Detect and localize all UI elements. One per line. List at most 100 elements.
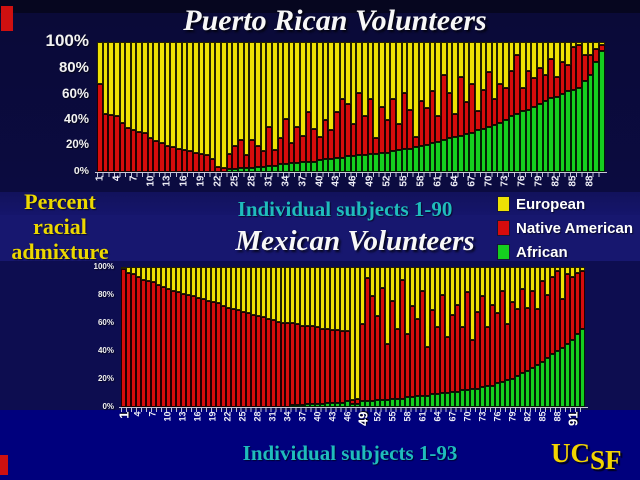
stacked-bar (205, 267, 211, 407)
legend: European Native American African (497, 192, 633, 264)
bar-segment (469, 83, 475, 133)
top-chart-plot (97, 42, 605, 172)
bar-segment (463, 101, 470, 135)
bar-segment (380, 267, 386, 288)
bar-segment (283, 42, 289, 119)
stacked-bar (570, 42, 577, 172)
stacked-bar (108, 42, 114, 172)
stacked-bar (384, 42, 391, 172)
bar-segment (390, 300, 396, 399)
x-tick-label: 76 (492, 411, 503, 422)
bar-segment (277, 42, 284, 139)
bar-segment (401, 42, 408, 93)
stacked-bar (531, 42, 537, 172)
bar-segment (424, 144, 430, 172)
bar-segment (474, 311, 480, 389)
stacked-bar (539, 267, 545, 407)
bar-segment (459, 267, 465, 328)
y-tick-label: 0% (102, 402, 114, 412)
bar-segment (373, 42, 380, 139)
stacked-bar (250, 267, 256, 407)
bar-segment (484, 327, 490, 386)
ylabel-line-3: admixture (11, 239, 109, 264)
stacked-bar (288, 42, 295, 172)
bar-segment (254, 42, 261, 147)
bar-segment (205, 300, 211, 407)
stacked-bar (576, 42, 583, 172)
bar-segment (200, 299, 206, 407)
x-tick-label: 19 (207, 411, 218, 422)
bar-segment (520, 42, 526, 88)
bar-segment (464, 267, 470, 293)
stacked-bar (390, 267, 396, 407)
bar-segment (260, 42, 267, 152)
stacked-bar (587, 42, 594, 172)
bar-segment (310, 267, 316, 326)
bar-segment (311, 129, 317, 162)
y-tick-label: 100% (45, 31, 89, 51)
bar-segment (508, 70, 515, 117)
top-chart-x-axis-ticks (97, 173, 604, 177)
bar-segment (238, 42, 244, 140)
bar-segment (587, 42, 594, 55)
stacked-bar (463, 42, 470, 172)
bar-segment (285, 323, 291, 407)
stacked-bar (474, 267, 480, 407)
bar-segment (536, 42, 543, 69)
bar-segment (160, 286, 166, 407)
stacked-bar (230, 267, 236, 407)
bar-segment (429, 91, 436, 144)
bar-segment (565, 91, 571, 172)
bar-segment (265, 318, 271, 407)
x-tick-label: 46 (342, 411, 353, 422)
bar-segment (170, 290, 176, 407)
bar-segment (153, 140, 160, 172)
bar-segment (192, 42, 199, 153)
bar-segment (579, 271, 585, 329)
bar-segment (375, 316, 381, 400)
bar-segment (570, 90, 577, 172)
bar-segment (384, 152, 391, 172)
title-mexican: Mexican Volunteers (235, 225, 475, 257)
x-tick-label: 43 (327, 411, 338, 422)
x-tick-label: 64 (432, 411, 443, 422)
legend-swatch-native-american-icon (497, 220, 510, 236)
stacked-bar (125, 42, 131, 172)
stacked-bar (380, 267, 386, 407)
bar-segment (305, 112, 312, 162)
bar-segment (249, 42, 255, 140)
stacked-bar (405, 267, 411, 407)
bar-segment (385, 400, 391, 407)
bar-segment (508, 116, 515, 172)
bar-segment (373, 138, 380, 154)
bar-segment (367, 99, 374, 154)
stacked-bar (226, 42, 233, 172)
bottom-chart-x-axis-tick-labels: 1 4 7 10 13 16 19 22 25 28 31 34 37 40 43 46 49 52 55 58 61 6… (116, 411, 585, 441)
x-tick-label: 70 (462, 411, 473, 422)
x-tick-label: 79 (507, 411, 518, 422)
x-tick-label: 28 (252, 411, 263, 422)
bar-segment (553, 96, 560, 172)
legend-item-african: African (497, 240, 633, 264)
stacked-bar (187, 42, 193, 172)
bar-segment (254, 146, 261, 167)
stacked-bar (310, 267, 316, 407)
stacked-bar (322, 42, 329, 172)
bar-segment (249, 139, 255, 169)
stacked-bar (153, 42, 160, 172)
bar-segment (549, 267, 555, 277)
bar-segment (489, 386, 495, 407)
bar-segment (379, 107, 385, 153)
stacked-bar (175, 42, 182, 172)
bar-segment (599, 42, 605, 45)
bar-segment (181, 42, 188, 150)
stacked-bar (494, 267, 500, 407)
bar-segment (593, 42, 600, 49)
legend-swatch-european-icon (497, 196, 510, 212)
bar-segment (290, 267, 296, 323)
bar-segment (271, 149, 278, 166)
bar-segment (395, 123, 402, 150)
bar-segment (288, 162, 295, 172)
bar-segment (593, 61, 600, 172)
bar-segment (480, 90, 487, 130)
